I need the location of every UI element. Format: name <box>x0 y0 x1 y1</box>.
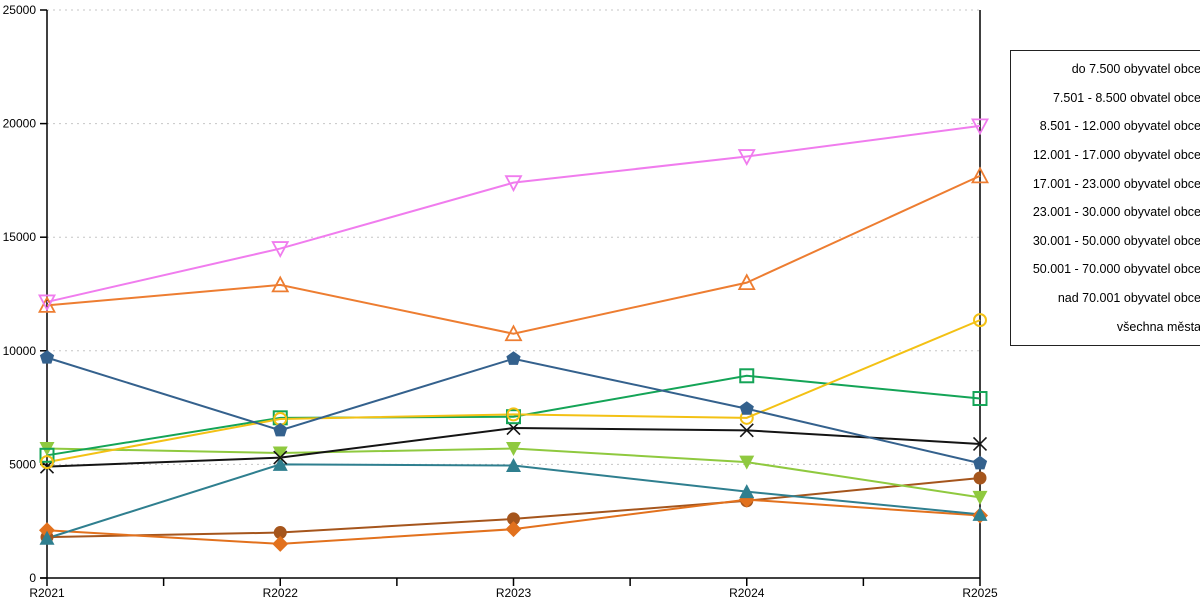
legend-item-label: 23.001 - 30.000 obyvatel obce <box>1032 205 1200 220</box>
marker-triangle-down-open <box>271 241 290 258</box>
marker-triangle-down-filled <box>739 455 755 470</box>
legend-item: 8.501 - 12.000 obyvatel obce <box>1011 112 1200 141</box>
marker-square-open <box>972 391 988 407</box>
marker-circle-filled <box>973 471 987 485</box>
marker-pentagon-filled <box>273 422 288 437</box>
legend-item: 17.001 - 23.000 obyvatel obce <box>1011 169 1200 198</box>
marker-triangle-up-filled <box>272 456 288 471</box>
legend-item: 7.501 - 8.500 obvatel obce <box>1011 84 1200 113</box>
marker-diamond-filled <box>272 535 289 552</box>
x-tick-label: R2022 <box>263 586 299 600</box>
legend-item-label: 8.501 - 12.000 obyvatel obce <box>1039 119 1200 134</box>
legend-item-label: 17.001 - 23.000 obyvatel obce <box>1032 176 1200 191</box>
legend-item: do 7.500 obyvatel obce <box>1011 55 1200 84</box>
y-tick-label: 10000 <box>3 344 37 358</box>
legend-item: všechna města <box>1011 312 1200 341</box>
marker-triangle-down-open <box>504 175 523 193</box>
legend-item: 30.001 - 50.000 obyvatel obce <box>1011 227 1200 256</box>
y-tick-label: 0 <box>29 571 36 585</box>
legend-item-label: všechna města <box>1116 319 1200 334</box>
marker-circle-open <box>506 407 521 422</box>
marker-triangle-up-filled <box>739 484 755 499</box>
legend-item-label: do 7.500 obyvatel obce <box>1071 62 1200 77</box>
legend-item: 12.001 - 17.000 obyvatel obce <box>1011 141 1200 170</box>
x-tick-label: R2023 <box>496 586 532 600</box>
marker-triangle-up-filled <box>506 458 521 473</box>
series-line-9 <box>46 124 981 303</box>
y-tick-label: 25000 <box>3 3 37 17</box>
marker-pentagon-filled <box>506 351 521 365</box>
legend-item-label: 12.001 - 17.000 obyvatel obce <box>1032 148 1200 163</box>
marker-circle-open <box>973 313 987 328</box>
marker-diamond-filled <box>505 521 522 538</box>
marker-triangle-up-open <box>504 324 523 342</box>
marker-triangle-up-filled <box>972 506 988 521</box>
y-tick-label: 20000 <box>3 117 37 131</box>
marker-triangle-down-filled <box>972 490 988 505</box>
marker-triangle-up-open <box>737 273 756 291</box>
legend-item-label: 30.001 - 50.000 obyvatel obce <box>1032 233 1200 248</box>
legend-item-label: 7.501 - 8.500 obvatel obce <box>1052 90 1200 105</box>
marker-circle-filled <box>273 526 287 540</box>
marker-pentagon-filled <box>39 350 55 364</box>
marker-x <box>739 423 754 438</box>
series-line-8 <box>46 174 981 335</box>
marker-square-open <box>739 368 755 384</box>
y-tick-label: 5000 <box>9 457 36 471</box>
y-tick-label: 15000 <box>3 230 37 244</box>
marker-circle-filled <box>507 512 520 526</box>
series-line-6 <box>46 319 981 464</box>
marker-triangle-down-open <box>970 118 990 136</box>
legend-box: do 7.500 obyvatel obce 7.501 - 8.500 obv… <box>1010 50 1200 346</box>
legend-item: 23.001 - 30.000 obyvatel obce <box>1011 198 1200 227</box>
marker-x <box>273 450 288 465</box>
x-tick-label: R2021 <box>29 586 65 600</box>
x-tick-label: R2024 <box>729 586 765 600</box>
marker-triangle-down-filled <box>506 441 521 456</box>
marker-triangle-down-filled <box>272 446 288 461</box>
legend-item: 50.001 - 70.000 obyvatel obce <box>1011 255 1200 284</box>
marker-pentagon-filled <box>972 455 988 470</box>
marker-triangle-up-open <box>271 275 290 293</box>
marker-triangle-up-open <box>970 166 990 184</box>
marker-diamond-filled <box>39 522 55 539</box>
x-tick-label: R2025 <box>962 586 998 600</box>
marker-pentagon-filled <box>739 401 754 415</box>
series-line-5 <box>46 374 981 457</box>
marker-triangle-up-open <box>37 295 57 313</box>
marker-triangle-down-open <box>737 149 756 166</box>
marker-circle-open <box>40 455 54 470</box>
legend-item: nad 70.001 obyvatel obce <box>1011 284 1200 313</box>
marker-square-open <box>39 447 55 463</box>
legend-item-label: nad 70.001 obyvatel obce <box>1057 291 1200 306</box>
marker-x <box>972 436 988 452</box>
marker-triangle-down-open <box>37 294 57 312</box>
legend-item-label: 50.001 - 70.000 obyvatel obce <box>1032 262 1200 277</box>
marker-triangle-up-filled <box>39 530 55 545</box>
